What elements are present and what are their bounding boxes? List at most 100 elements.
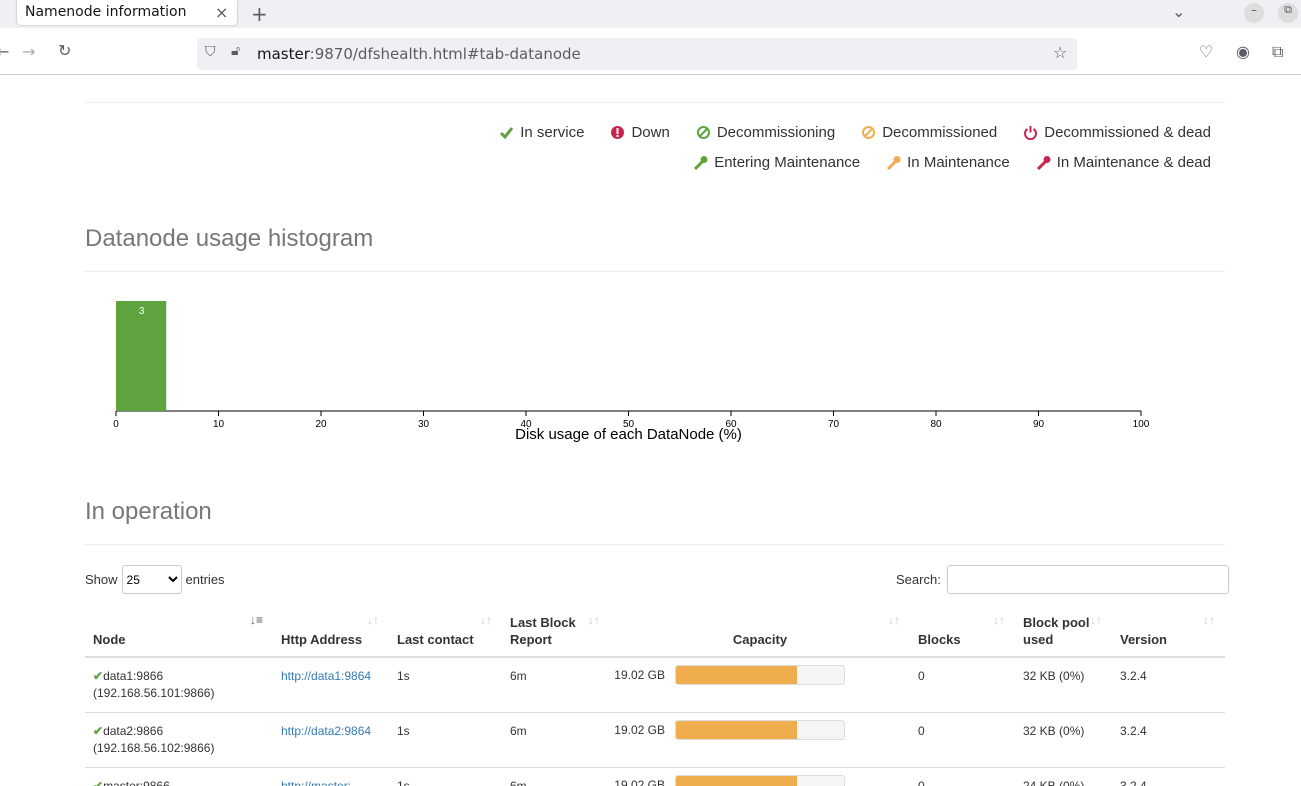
legend-item: In Maintenance <box>886 154 1010 171</box>
divider <box>85 271 1225 272</box>
column-header[interactable]: Blocks ↓↑ <box>910 608 1015 658</box>
version: 3.2.4 <box>1112 712 1225 768</box>
url-bar[interactable]: ⛉ 🔓︎ master:9870/dfshealth.html#tab-data… <box>197 38 1077 70</box>
x-tick-label: 20 <box>315 419 327 430</box>
column-header[interactable]: Block pool used ↓↑ <box>1015 608 1112 658</box>
node-address: (192.168.56.101:9866) <box>93 686 215 700</box>
column-header[interactable]: Capacity ↓↑ <box>610 608 910 658</box>
maximize[interactable]: ⧉ <box>1278 3 1298 23</box>
http-cell: http://data2:9864 <box>273 712 389 768</box>
sort-icon: ↓↑ <box>888 613 900 627</box>
tab[interactable]: Namenode information × <box>17 0 237 25</box>
last-contact: 1s <box>389 657 502 713</box>
legend-label: Decommissioned & dead <box>1044 124 1211 141</box>
legend-item: In service <box>499 124 584 141</box>
block-pool-used: 32 KB (0%) <box>1015 657 1112 713</box>
legend-icon <box>696 126 710 139</box>
search-label: Search: <box>896 572 941 587</box>
x-tick-label: 10 <box>213 419 225 430</box>
reload-button[interactable]: ↻ <box>58 41 72 60</box>
legend-icon <box>1024 126 1038 140</box>
x-tick-label: 100 <box>1133 419 1150 430</box>
legend-icon <box>694 156 708 170</box>
back-button[interactable]: ← <box>0 42 10 61</box>
forward-button[interactable]: → <box>22 42 36 61</box>
legend-label: Down <box>631 124 670 141</box>
histogram-bar <box>116 301 167 411</box>
tab-bar: Namenode information × + ⌄ – ⧉ <box>0 0 1301 28</box>
page-length-select[interactable]: 25 <box>121 565 182 594</box>
legend-label: In service <box>520 124 585 141</box>
legend-item: In Maintenance & dead <box>1036 154 1211 171</box>
header-row: Node ↓≡ Http Address ↓↑ Last contact ↓↑ Last B… <box>85 608 1225 658</box>
column-header[interactable]: Last contact ↓↑ <box>389 608 502 658</box>
legend-label: In Maintenance & dead <box>1056 154 1211 171</box>
extensions-icon[interactable]: ⧉ <box>1272 42 1284 61</box>
toolbar: ← → ↻ ⛉ 🔓︎ master:9870/dfshealth.html#ta… <box>0 28 1301 75</box>
http-cell: http://data1:9864 <box>273 657 389 713</box>
node-cell: ✔master:9866 <box>85 767 273 786</box>
legend-label: Entering Maintenance <box>714 154 861 171</box>
sort-icon: ↓↑ <box>1090 613 1102 627</box>
capacity-used <box>676 721 797 739</box>
node-cell: ✔data2:9866 (192.168.56.102:9866) <box>85 712 273 768</box>
last-contact: 1s <box>389 712 502 768</box>
legend-item: Decommissioned <box>861 124 997 141</box>
status-icon: ✔ <box>93 669 104 683</box>
divider <box>85 544 1225 545</box>
new-tab[interactable]: + <box>251 2 268 26</box>
x-tick-label: 50 <box>623 419 635 430</box>
capacity-text: 19.02 GB <box>614 722 665 737</box>
url-host: master <box>257 45 310 63</box>
capacity-bar <box>675 665 845 685</box>
blocks: 0 <box>910 657 1015 713</box>
node-cell: ✔data1:9866 (192.168.56.101:9866) <box>85 657 273 713</box>
capacity-used <box>676 666 797 684</box>
account-icon[interactable]: ◉ <box>1236 42 1250 61</box>
status-icon: ✔ <box>93 724 104 738</box>
legend-icon <box>500 127 514 140</box>
column-header[interactable]: Version ↓↑ <box>1112 608 1225 658</box>
show-label: Show <box>85 572 118 587</box>
http-link[interactable]: http://data1:9864 <box>281 669 372 683</box>
column-header[interactable]: Node ↓≡ <box>85 608 273 658</box>
http-link[interactable]: http://master: <box>281 779 352 786</box>
column-header[interactable]: Last Block Report ↓↑ <box>502 608 610 658</box>
shield-icon: ⛉ <box>205 44 216 60</box>
capacity-cell: 19.02 GB <box>610 712 910 768</box>
capacity-text: 19.02 GB <box>614 777 665 786</box>
block-pool-used: 32 KB (0%) <box>1015 712 1112 768</box>
x-tick-label: 0 <box>113 419 119 430</box>
legend-icon <box>862 126 876 139</box>
sort-icon: ↓↑ <box>993 613 1005 627</box>
sort-icon: ↓≡ <box>249 613 263 627</box>
blocks: 0 <box>910 767 1015 786</box>
column-title: Capacity <box>732 632 788 647</box>
legend-row: In service Down Decommissioning Decommissio… <box>499 124 1211 141</box>
capacity-cell: 19.02 GB <box>610 657 910 713</box>
last-contact: 1s <box>389 767 502 786</box>
version: 3.2.4 <box>1112 767 1225 786</box>
column-title: Http Address <box>281 632 363 647</box>
divider <box>85 102 1225 103</box>
url: master:9870/dfshealth.html#tab-datanode <box>257 45 581 63</box>
last-block-report: 6m <box>502 767 610 786</box>
capacity-text: 19.02 GB <box>614 667 665 682</box>
url-path: :9870/dfshealth.html#tab-datanode <box>309 45 581 63</box>
column-header[interactable]: Http Address ↓↑ <box>273 608 389 658</box>
block-pool-used: 24 KB (0%) <box>1015 767 1112 786</box>
http-link[interactable]: http://data2:9864 <box>281 724 372 738</box>
search-input[interactable] <box>946 565 1229 594</box>
x-tick-label: 60 <box>725 419 737 430</box>
column-title: Node <box>93 632 126 647</box>
bookmark-star[interactable]: ☆ <box>1053 43 1068 62</box>
tab-close[interactable]: × <box>215 3 229 22</box>
tab-list[interactable]: ⌄ <box>1172 2 1186 21</box>
entries-label: entries <box>185 572 225 587</box>
x-tick-label: 30 <box>418 419 430 430</box>
column-title: Version <box>1120 632 1167 647</box>
minimize[interactable]: – <box>1244 3 1264 23</box>
pocket-icon[interactable]: ♡ <box>1199 42 1214 61</box>
sort-icon: ↓↑ <box>367 613 379 627</box>
